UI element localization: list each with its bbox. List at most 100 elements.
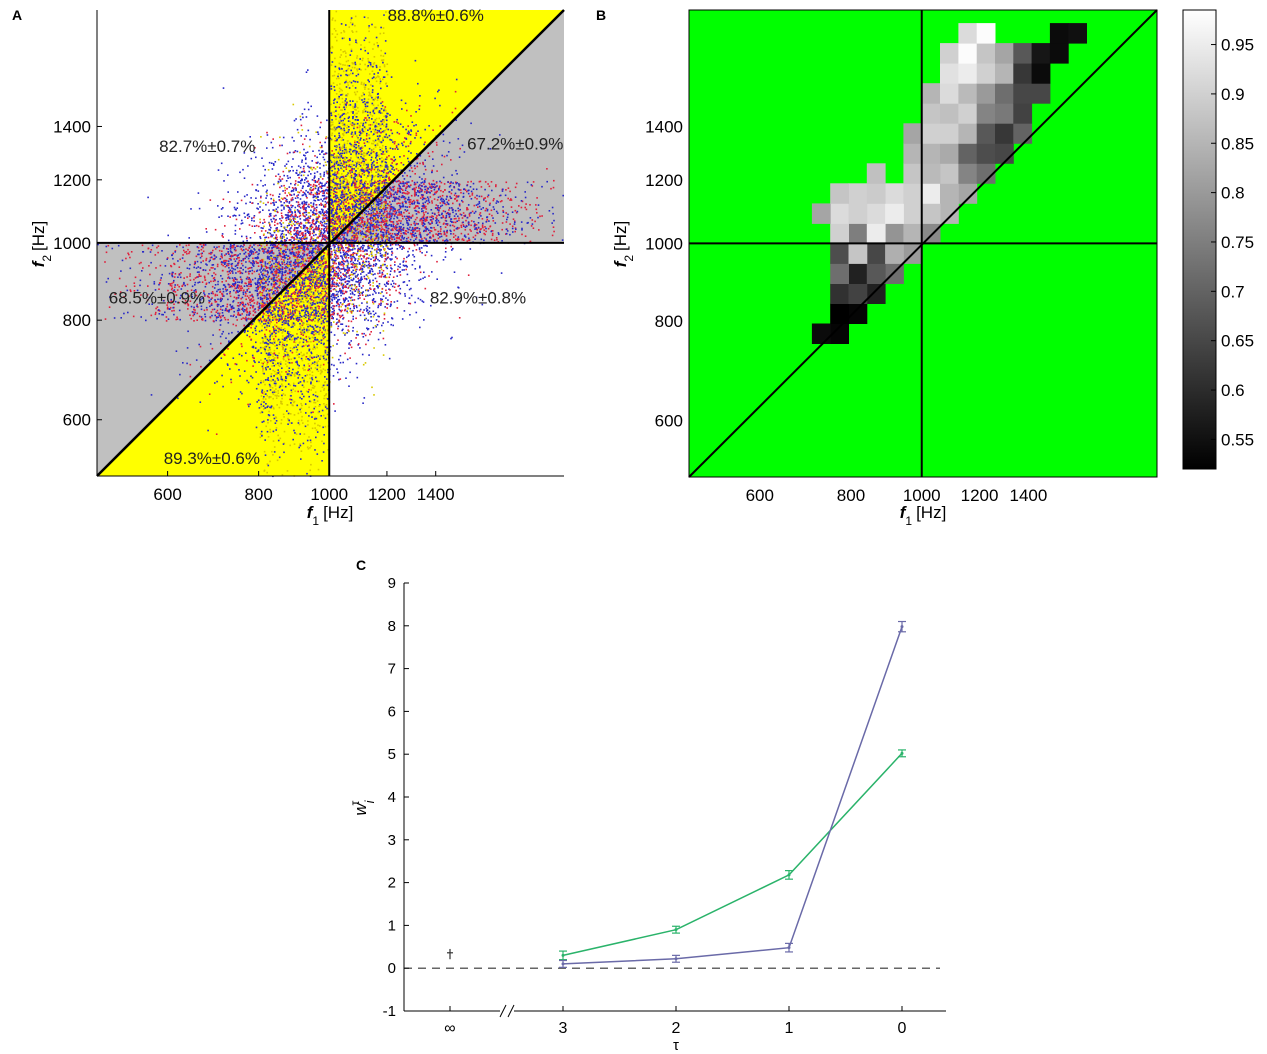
scatter-point [421,178,423,180]
scatter-point [244,251,247,254]
scatter-point [375,186,377,188]
scatter-point [316,267,318,270]
scatter-point [346,127,348,129]
scatter-point [304,259,307,262]
scatter-point [324,153,327,155]
scatter-point [295,189,297,192]
scatter-point [421,208,423,210]
scatter-point [353,199,356,202]
scatter-point [221,234,223,237]
scatter-point [281,313,284,315]
scatter-point [352,330,354,332]
scatter-point [269,240,271,243]
scatter-point [372,282,374,284]
scatter-point [199,401,202,403]
scatter-point [311,232,314,235]
scatter-point [406,132,409,135]
scatter-point [343,144,346,146]
scatter-point [307,219,310,222]
scatter-point [280,219,283,222]
scatter-point [340,167,342,169]
scatter-point [367,264,370,266]
scatter-point [265,345,267,348]
scatter-point [340,279,343,282]
scatter-point [350,111,353,113]
scatter-point [300,171,303,173]
scatter-point [330,182,333,184]
scatter-point [294,184,296,186]
scatter-point [436,278,438,280]
scatter-point [370,130,372,133]
scatter-point [343,216,346,219]
scatter-point [378,266,381,269]
scatter-point [377,169,380,172]
scatter-point [340,244,342,246]
scatter-point [319,233,322,235]
scatter-point [349,172,352,174]
scatter-point [319,298,322,301]
scatter-point [314,271,316,273]
scatter-point [372,203,375,205]
scatter-point [376,210,378,213]
scatter-point [377,238,380,240]
scatter-point [235,363,238,366]
scatter-point [275,208,278,210]
scatter-point [289,220,292,222]
scatter-point [374,325,377,327]
scatter-point [366,240,368,242]
scatter-point [354,209,357,212]
scatter-point [359,215,361,217]
scatter-point [419,250,422,253]
scatter-point [287,229,289,232]
scatter-point [369,284,372,286]
scatter-point [340,323,342,325]
scatter-point [308,206,310,208]
scatter-point [265,329,268,331]
scatter-point [407,130,410,133]
scatter-point [393,270,396,272]
scatter-point [256,184,259,186]
scatter-point [310,105,312,108]
scatter-point [401,228,403,231]
scatter-point [360,265,363,267]
scatter-point [350,257,352,259]
scatter-point [375,232,377,235]
scatter-point [386,204,389,207]
scatter-point [338,244,340,247]
scatter-point [369,333,371,336]
scatter-point [270,197,272,200]
scatter-point [304,219,307,222]
scatter-point [238,353,241,356]
scatter-point [380,153,383,155]
scatter-point [315,225,317,227]
scatter-point [298,231,301,233]
scatter-point [356,68,358,70]
scatter-point [332,222,334,225]
scatter-point [306,226,308,229]
scatter-point [358,162,361,164]
scatter-point [419,155,422,157]
scatter-point [312,194,315,197]
scatter-point [322,214,325,217]
scatter-point [284,271,287,273]
scatter-point [340,291,343,293]
scatter-point [292,188,295,191]
scatter-point [243,285,246,287]
scatter-point [294,260,297,263]
scatter-point [392,223,395,225]
scatter-point [350,255,352,257]
scatter-point [293,237,295,239]
scatter-point [224,354,226,356]
scatter-point [266,134,269,136]
scatter-point [208,301,210,304]
scatter-point [337,303,339,305]
scatter-point [383,313,386,316]
scatter-point [336,155,338,157]
scatter-point [315,220,318,223]
scatter-point [353,299,356,301]
scatter-point [342,247,344,249]
scatter-point [303,250,306,253]
scatter-point [356,225,359,228]
scatter-point [294,238,296,240]
scatter-point [383,203,386,205]
